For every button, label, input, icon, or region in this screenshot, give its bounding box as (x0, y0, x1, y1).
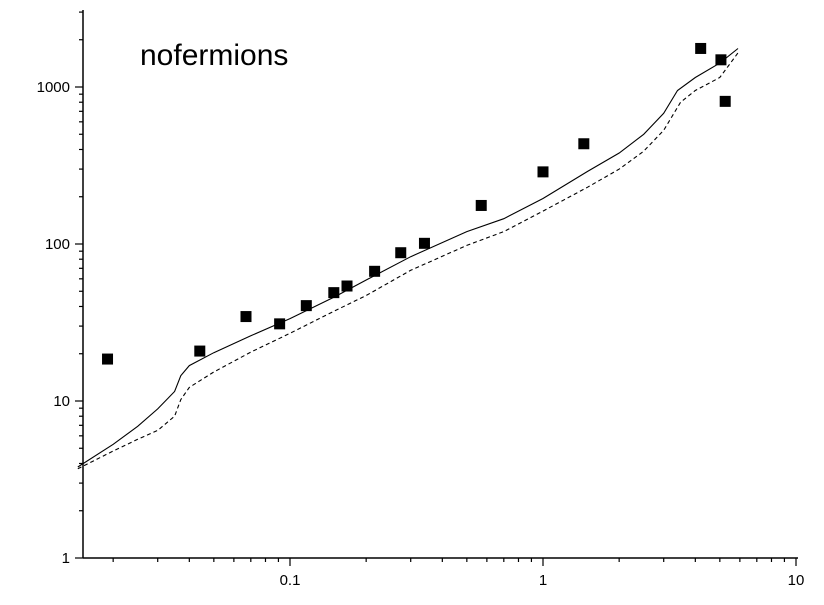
solid-curve (77, 48, 739, 468)
y-tick-label: 10 (53, 393, 70, 410)
y-tick-label: 100 (45, 236, 70, 253)
series-markers (102, 42, 731, 365)
y-tick-label: 1 (62, 550, 70, 567)
dashed-curve (77, 52, 739, 470)
data-point (719, 95, 731, 107)
x-tick-label: 0.1 (280, 572, 301, 589)
data-point (102, 353, 114, 365)
y-tick-label: 1000 (37, 79, 70, 96)
chart-title: nofermions (140, 39, 288, 72)
data-point (715, 54, 727, 66)
x-tick-label: 1 (539, 572, 547, 589)
data-point (300, 300, 312, 312)
data-point (578, 138, 590, 150)
series-lines (77, 48, 739, 470)
data-point (369, 265, 381, 277)
x-tick-label: 10 (788, 572, 805, 589)
data-point (341, 280, 353, 292)
data-point (274, 318, 286, 330)
axis-ticks (75, 11, 797, 566)
data-point (194, 345, 206, 357)
data-point (328, 287, 340, 299)
axis-tick-labels: 0.1 1 10 1 10 100 1000 (37, 79, 805, 589)
data-point (240, 311, 252, 323)
data-point (537, 166, 549, 178)
data-point (395, 247, 407, 259)
data-point (418, 237, 430, 249)
plot-area: 0.1 1 10 1 10 100 1000 (37, 10, 805, 589)
data-point (475, 199, 487, 211)
data-point (695, 42, 707, 54)
